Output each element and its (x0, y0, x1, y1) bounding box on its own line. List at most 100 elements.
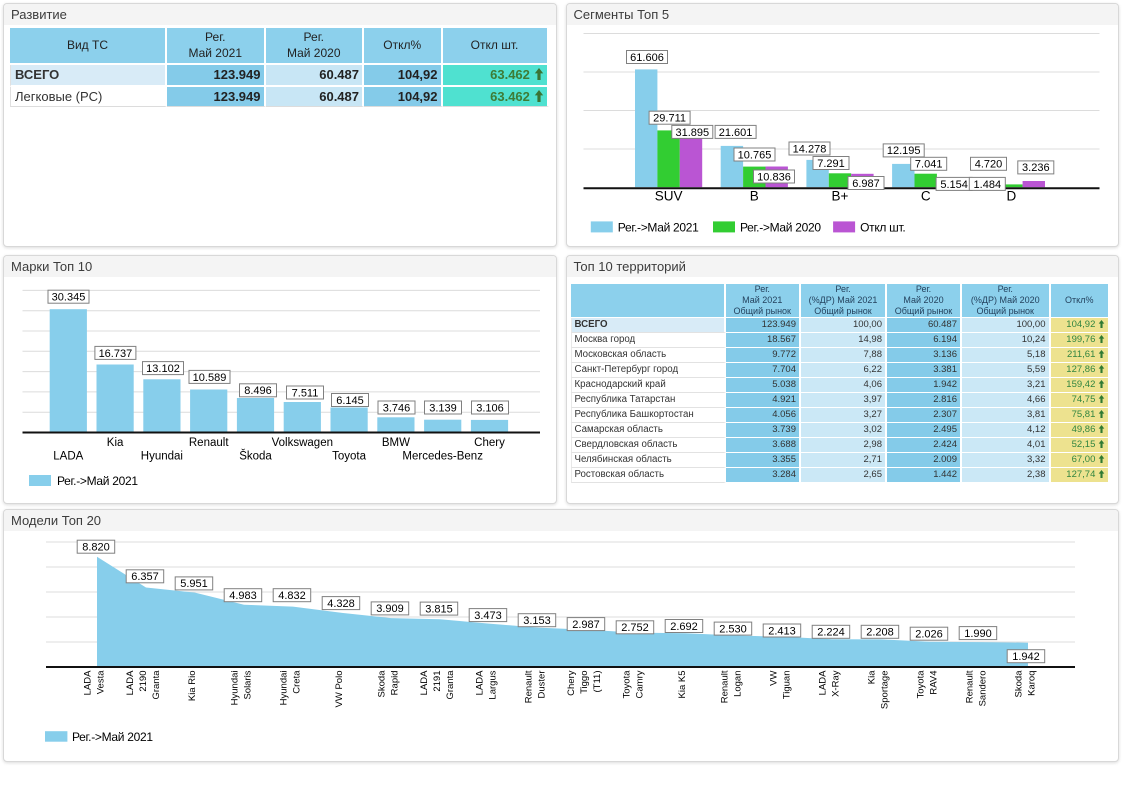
svg-text:Kia Rio: Kia Rio (187, 670, 198, 701)
svg-text:Рег.->Май 2021: Рег.->Май 2021 (617, 220, 698, 234)
svg-text:Granta: Granta (151, 669, 162, 699)
svg-text:Largus: Largus (488, 670, 499, 699)
svg-text:Škoda: Škoda (239, 449, 272, 462)
svg-text:3.815: 3.815 (425, 603, 453, 615)
svg-text:2.208: 2.208 (866, 626, 894, 638)
svg-text:Creta: Creta (292, 669, 303, 693)
svg-text:3.473: 3.473 (474, 609, 502, 621)
svg-text:Toyota: Toyota (622, 669, 633, 698)
svg-text:7.041: 7.041 (914, 158, 942, 170)
svg-text:61.606: 61.606 (630, 51, 664, 63)
svg-text:Sportage: Sportage (880, 670, 891, 709)
svg-text:6.357: 6.357 (131, 571, 159, 583)
svg-text:Hyundai: Hyundai (279, 670, 290, 705)
svg-text:10.765: 10.765 (737, 149, 771, 161)
svg-text:2.752: 2.752 (621, 622, 649, 634)
svg-text:Sandero: Sandero (978, 670, 989, 706)
svg-text:3.236: 3.236 (1022, 162, 1050, 174)
svg-text:Granta: Granta (445, 669, 456, 699)
svg-text:3.139: 3.139 (429, 402, 457, 414)
svg-text:Skoda: Skoda (1014, 669, 1025, 697)
svg-text:10.589: 10.589 (193, 371, 227, 383)
svg-text:2.026: 2.026 (915, 628, 943, 640)
svg-text:6.987: 6.987 (852, 177, 880, 189)
svg-text:Рег.->Май 2020: Рег.->Май 2020 (740, 220, 821, 234)
svg-text:16.737: 16.737 (99, 347, 133, 359)
svg-text:4.983: 4.983 (229, 590, 257, 602)
svg-text:RAV4: RAV4 (929, 670, 940, 694)
svg-text:Рег.->Май 2021: Рег.->Май 2021 (57, 474, 138, 488)
svg-text:Рег.->Май 2021: Рег.->Май 2021 (72, 730, 153, 744)
svg-text:(T11): (T11) (592, 670, 603, 692)
svg-text:Renault: Renault (524, 670, 535, 703)
svg-text:Mercedes-Benz: Mercedes-Benz (402, 450, 483, 462)
svg-text:Skoda: Skoda (377, 669, 388, 697)
svg-text:30.345: 30.345 (52, 291, 86, 303)
svg-text:8.496: 8.496 (244, 385, 272, 397)
svg-text:Karoq: Karoq (1027, 670, 1038, 695)
svg-text:LADA: LADA (475, 669, 486, 694)
svg-text:2.224: 2.224 (817, 626, 845, 638)
svg-text:7.511: 7.511 (292, 387, 319, 399)
svg-text:D: D (1006, 188, 1016, 203)
svg-text:Camry: Camry (635, 670, 646, 698)
svg-text:LADA: LADA (53, 450, 83, 462)
svg-text:2.530: 2.530 (719, 623, 747, 635)
svg-text:Kia: Kia (867, 669, 878, 683)
svg-text:LADA: LADA (818, 669, 829, 694)
svg-text:Volkswagen: Volkswagen (272, 437, 333, 449)
svg-text:2.413: 2.413 (768, 625, 796, 637)
svg-text:Hyundai: Hyundai (230, 670, 241, 705)
svg-text:8.820: 8.820 (82, 541, 110, 553)
svg-text:Renault: Renault (189, 437, 229, 449)
svg-text:13.102: 13.102 (146, 362, 180, 374)
svg-text:X-Ray: X-Ray (831, 670, 842, 697)
svg-text:3.106: 3.106 (476, 402, 504, 414)
svg-text:Renault: Renault (965, 670, 976, 703)
svg-text:2190: 2190 (138, 670, 149, 691)
svg-text:Tiguan: Tiguan (782, 670, 793, 699)
svg-text:2.692: 2.692 (670, 620, 698, 632)
svg-text:Toyota: Toyota (916, 669, 927, 698)
svg-text:4.832: 4.832 (278, 590, 306, 602)
svg-text:Kia: Kia (107, 437, 124, 449)
svg-text:7.291: 7.291 (817, 157, 845, 169)
svg-text:Toyota: Toyota (332, 450, 366, 462)
svg-text:4.328: 4.328 (327, 597, 355, 609)
svg-text:3.153: 3.153 (523, 615, 551, 627)
svg-text:10.836: 10.836 (757, 171, 791, 183)
svg-text:Kia K5: Kia K5 (677, 670, 688, 698)
svg-text:Rapid: Rapid (390, 670, 401, 695)
svg-text:Duster: Duster (537, 670, 548, 698)
svg-text:Откл шт.: Откл шт. (860, 220, 905, 234)
svg-text:Renault: Renault (720, 670, 731, 703)
svg-text:29.711: 29.711 (653, 112, 686, 124)
svg-text:Solaris: Solaris (243, 670, 254, 699)
svg-text:Chery: Chery (566, 670, 577, 696)
svg-text:3.909: 3.909 (376, 603, 404, 615)
svg-text:2.987: 2.987 (572, 618, 600, 630)
svg-text:B: B (749, 188, 758, 203)
svg-text:1.942: 1.942 (1012, 651, 1040, 663)
svg-text:C: C (920, 188, 930, 203)
svg-text:21.601: 21.601 (718, 126, 752, 138)
svg-text:LADA: LADA (83, 669, 94, 694)
svg-text:3.746: 3.746 (383, 402, 411, 414)
svg-text:Hyundai: Hyundai (141, 450, 183, 462)
svg-text:Chery: Chery (474, 437, 505, 449)
svg-text:6.145: 6.145 (336, 394, 364, 406)
svg-text:SUV: SUV (654, 188, 682, 203)
svg-text:31.895: 31.895 (675, 126, 709, 138)
svg-text:2191: 2191 (432, 670, 443, 691)
svg-text:5.154: 5.154 (940, 178, 968, 190)
svg-text:5.951: 5.951 (180, 578, 208, 590)
svg-text:1.484: 1.484 (973, 178, 1001, 190)
svg-text:VW Polo: VW Polo (334, 670, 345, 707)
svg-text:1.990: 1.990 (964, 627, 992, 639)
svg-text:LADA: LADA (125, 669, 136, 694)
svg-text:LADA: LADA (419, 669, 430, 694)
svg-text:Tiggo: Tiggo (579, 670, 590, 693)
svg-text:14.278: 14.278 (792, 143, 826, 155)
svg-text:Logan: Logan (733, 670, 744, 696)
svg-text:BMW: BMW (382, 437, 410, 449)
